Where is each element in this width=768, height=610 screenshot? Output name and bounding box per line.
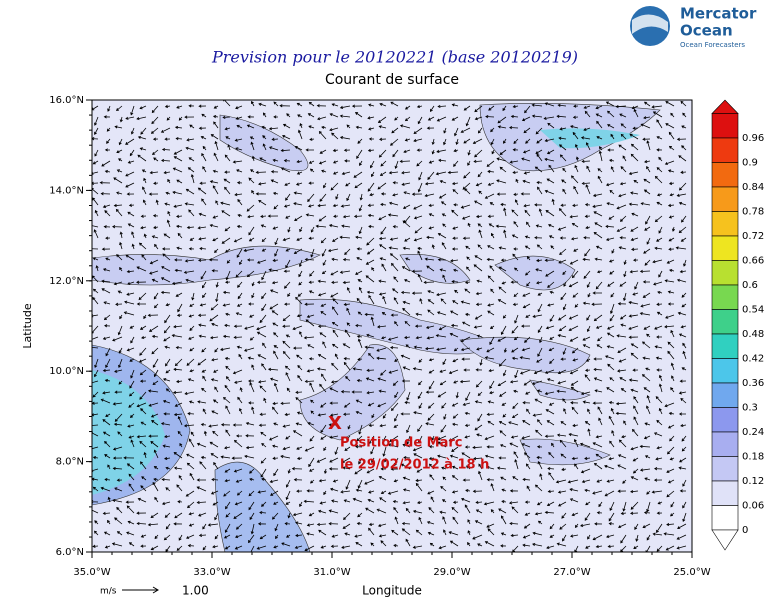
y-axis-label: Latitude bbox=[21, 303, 34, 349]
colorbar-cap bbox=[711, 529, 739, 551]
y-tick-label: 8.0°N bbox=[56, 457, 84, 468]
reference-value: 1.00 bbox=[182, 584, 209, 598]
y-tick-label: 6.0°N bbox=[56, 547, 84, 558]
colorbar-label: 0.78 bbox=[742, 207, 764, 218]
colorbar-label: 0 bbox=[742, 525, 748, 536]
colorbar-label: 0.3 bbox=[742, 403, 758, 414]
colorbar-label: 0.36 bbox=[742, 378, 764, 389]
colorbar-swatch bbox=[711, 284, 739, 310]
x-tick-label: 33.0°W bbox=[193, 567, 230, 578]
x-tick-label: 27.0°W bbox=[553, 567, 590, 578]
colorbar-swatch bbox=[711, 407, 739, 433]
colorbar-swatch bbox=[711, 260, 739, 286]
y-tick-label: 10.0°N bbox=[49, 366, 84, 377]
colorbar-label: 0.6 bbox=[742, 280, 758, 291]
colorbar-swatch bbox=[711, 137, 739, 163]
title: Prevision pour le 20120221 (base 2012021… bbox=[211, 48, 578, 67]
colorbar-swatch bbox=[711, 456, 739, 482]
annotation-text: le 29/02/2012 à 18 h bbox=[340, 458, 489, 473]
colorbar-swatch bbox=[711, 211, 739, 237]
colorbar-label: 0.06 bbox=[742, 501, 764, 512]
colorbar-swatch bbox=[711, 235, 739, 261]
x-tick-label: 31.0°W bbox=[313, 567, 350, 578]
colorbar-swatch bbox=[711, 480, 739, 506]
colorbar-label: 0.96 bbox=[742, 133, 764, 144]
colorbar-swatch bbox=[711, 358, 739, 384]
colorbar-swatch bbox=[711, 186, 739, 212]
logo-tagline: Ocean Forecasters bbox=[680, 41, 745, 49]
colorbar-label: 0.42 bbox=[742, 354, 764, 365]
reference-unit: m/s bbox=[100, 587, 117, 597]
y-tick-label: 12.0°N bbox=[49, 276, 84, 287]
logo-text: Ocean bbox=[680, 22, 733, 40]
colorbar-label: 0.12 bbox=[742, 476, 764, 487]
x-tick-label: 29.0°W bbox=[433, 567, 470, 578]
colorbar-label: 0.24 bbox=[742, 427, 764, 438]
colorbar-label: 0.84 bbox=[742, 182, 764, 193]
x-tick-label: 25.0°W bbox=[673, 567, 710, 578]
x-axis-label: Longitude bbox=[362, 584, 422, 598]
y-tick-label: 16.0°N bbox=[49, 95, 84, 106]
position-marker: X bbox=[328, 413, 342, 434]
colorbar-label: 0.48 bbox=[742, 329, 764, 340]
current-field bbox=[92, 100, 692, 552]
x-tick-label: 35.0°W bbox=[73, 567, 110, 578]
fast-current bbox=[540, 128, 640, 149]
colorbar-label: 0.18 bbox=[742, 452, 764, 463]
y-tick-label: 14.0°N bbox=[49, 185, 84, 196]
logo-wave bbox=[632, 14, 668, 34]
colorbar-swatch bbox=[711, 382, 739, 408]
fast-current bbox=[92, 370, 165, 495]
colorbar-swatch bbox=[711, 162, 739, 188]
current-vectors bbox=[92, 100, 687, 552]
colorbar-swatch bbox=[711, 309, 739, 335]
colorbar-label: 0.54 bbox=[742, 305, 764, 316]
colorbar-label: 0.66 bbox=[742, 256, 764, 267]
subtitle: Courant de surface bbox=[325, 72, 459, 88]
colorbar-swatch bbox=[711, 113, 739, 139]
colorbar-swatch bbox=[711, 431, 739, 457]
colorbar-swatch bbox=[711, 333, 739, 359]
fast-current bbox=[214, 461, 311, 552]
logo-text: Mercator bbox=[680, 5, 757, 23]
colorbar-swatch bbox=[711, 505, 739, 531]
colorbar-label: 0.9 bbox=[742, 158, 758, 169]
reference-arrow bbox=[122, 586, 159, 594]
annotation-text: Position de Marc bbox=[340, 436, 463, 451]
colorbar-label: 0.72 bbox=[742, 231, 764, 242]
